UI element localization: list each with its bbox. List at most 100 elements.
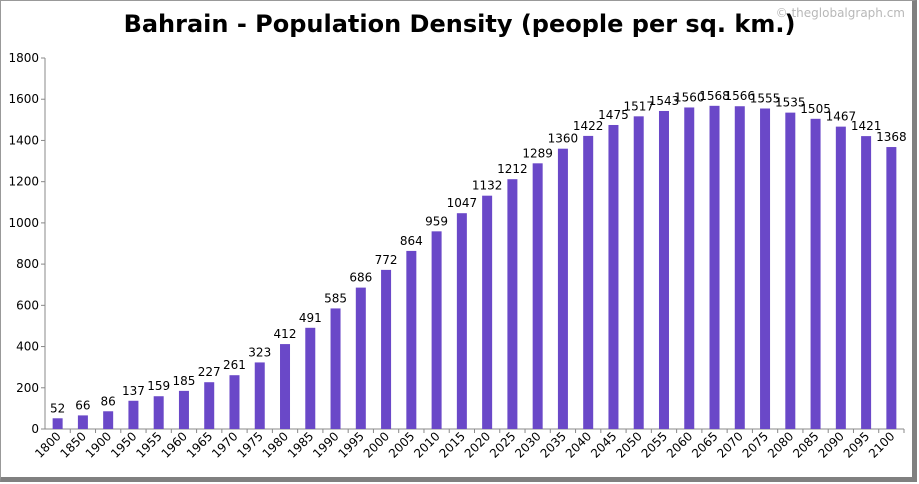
y-tick-label: 1800 (8, 51, 39, 65)
data-label: 1212 (497, 162, 528, 176)
x-tick-label: 1850 (58, 429, 89, 460)
bar (381, 269, 392, 429)
bar (178, 390, 189, 429)
bar (456, 213, 467, 429)
data-label: 412 (274, 327, 297, 341)
data-label: 1505 (800, 102, 831, 116)
x-tick-label: 1995 (335, 429, 366, 460)
x-tick-label: 2070 (714, 429, 745, 460)
y-tick-label: 400 (16, 340, 39, 354)
x-tick-label: 2030 (512, 429, 543, 460)
bar (254, 362, 265, 429)
x-tick-label: 1970 (209, 429, 240, 460)
bar (785, 112, 796, 429)
y-tick-label: 800 (16, 257, 39, 271)
data-label: 1132 (472, 179, 503, 193)
x-tick-label: 2015 (436, 429, 467, 460)
bar (52, 418, 63, 429)
bar (128, 400, 139, 429)
data-label: 159 (147, 379, 170, 393)
y-tick-label: 1400 (8, 133, 39, 147)
data-label: 66 (75, 398, 90, 412)
data-label: 1467 (826, 110, 857, 124)
bar (734, 106, 745, 429)
data-label: 864 (400, 234, 423, 248)
y-tick-label: 600 (16, 298, 39, 312)
x-tick-label: 1985 (285, 429, 316, 460)
bar (810, 118, 821, 429)
bar (557, 148, 568, 429)
data-label: 86 (101, 394, 116, 408)
x-tick-label: 1975 (234, 429, 265, 460)
data-label: 686 (349, 271, 372, 285)
bar (103, 411, 114, 429)
bar (583, 135, 594, 429)
data-label: 227 (198, 365, 221, 379)
chart-title: Bahrain - Population Density (people per… (123, 10, 796, 38)
data-label: 1566 (725, 89, 756, 103)
bar (608, 124, 619, 429)
x-tick-label: 1960 (159, 429, 190, 460)
bar (280, 344, 291, 429)
bar (204, 382, 215, 429)
data-label: 52 (50, 401, 65, 415)
data-label: 1422 (573, 119, 604, 133)
data-label: 585 (324, 291, 347, 305)
x-tick-label: 2055 (639, 429, 670, 460)
data-label: 1368 (876, 130, 907, 144)
x-tick-label: 2075 (740, 429, 771, 460)
data-label: 261 (223, 358, 246, 372)
bar (886, 147, 897, 430)
data-label: 1360 (548, 132, 579, 146)
y-tick-label: 1200 (8, 175, 39, 189)
x-tick-label: 2080 (765, 429, 796, 460)
y-tick-label: 1000 (8, 216, 39, 230)
data-label: 772 (375, 253, 398, 267)
bar (305, 327, 316, 429)
bar (684, 107, 695, 429)
bar (760, 108, 771, 429)
x-tick-label: 2035 (538, 429, 569, 460)
x-tick-label: 2005 (386, 429, 417, 460)
data-label: 1568 (699, 89, 730, 103)
data-label: 1560 (674, 90, 705, 104)
bar (431, 231, 442, 429)
data-label: 1047 (447, 196, 478, 210)
data-label: 1421 (851, 119, 882, 133)
bar (835, 126, 846, 429)
x-tick-label: 2085 (790, 429, 821, 460)
x-tick-label: 1990 (310, 429, 341, 460)
watermark: © theglobalgraph.cm (775, 6, 905, 20)
x-tick-label: 2060 (664, 429, 695, 460)
x-tick-label: 1980 (260, 429, 291, 460)
x-tick-label: 1900 (83, 429, 114, 460)
x-tick-label: 2090 (815, 429, 846, 460)
x-tick-label: 2095 (841, 429, 872, 460)
x-tick-label: 2020 (462, 429, 493, 460)
bar (507, 179, 518, 429)
data-label: 1543 (649, 94, 680, 108)
bar (709, 105, 720, 429)
data-label: 323 (248, 345, 271, 359)
data-label: 491 (299, 311, 322, 325)
bar (633, 116, 644, 430)
y-tick-label: 1600 (8, 92, 39, 106)
x-tick-label: 1955 (133, 429, 164, 460)
x-tick-label: 2100 (866, 429, 897, 460)
x-tick-label: 2025 (487, 429, 518, 460)
data-label: 1289 (522, 146, 553, 160)
data-label: 1517 (623, 99, 654, 113)
x-tick-label: 2010 (411, 429, 442, 460)
data-label: 959 (425, 214, 448, 228)
bar (658, 110, 669, 430)
data-label: 1475 (598, 108, 629, 122)
bar (482, 195, 493, 429)
x-tick-label: 2050 (613, 429, 644, 460)
bar (153, 396, 164, 429)
bar (861, 136, 872, 430)
bar (77, 415, 88, 429)
bar (229, 375, 240, 429)
x-tick-label: 2040 (563, 429, 594, 460)
